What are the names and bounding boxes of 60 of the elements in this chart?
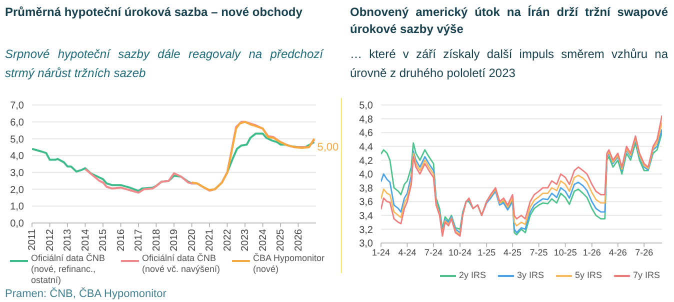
data-label: 5,00 — [317, 142, 339, 154]
x-tick-label: 4-26 — [608, 247, 627, 258]
x-tick-label: 2026 — [293, 228, 304, 252]
x-tick-label: 2016 — [116, 228, 127, 252]
legend-label: 3y IRS — [517, 269, 544, 282]
y-tick-label: 4,0 — [359, 170, 374, 181]
x-tick-label: 1-24 — [372, 247, 390, 258]
y-tick-label: 3,6 — [359, 197, 374, 208]
x-tick-label: 2021 — [204, 228, 216, 252]
x-tick-label: 2023 — [240, 228, 252, 252]
x-tick-label: 2020 — [186, 228, 198, 252]
x-tick-label: 2012 — [44, 228, 56, 252]
y-tick-label: 3,4 — [359, 210, 374, 222]
x-tick-label: 2014 — [80, 228, 92, 252]
y-tick-label: 4,6 — [359, 128, 374, 140]
y-tick-label: 7,0 — [10, 100, 24, 112]
chart-subtitle: Srpnové hypoteční sazby dále reagovaly na předchozí strmý nárůst tržních sazeb — [5, 46, 323, 82]
y-tick-label: 0,0 — [10, 218, 24, 230]
x-tick-label: 2024 — [258, 228, 269, 252]
y-tick-label: 6,0 — [10, 117, 24, 128]
x-tick-label: 4-24 — [398, 247, 416, 258]
x-tick-label: 4-25 — [504, 247, 522, 258]
legend-label: Oficiální data ČNB (nové, refinanc., ostatní) — [31, 253, 106, 286]
y-tick-label: 5,0 — [359, 100, 374, 112]
line-series — [190, 120, 316, 192]
y-tick-label: 5,0 — [10, 134, 24, 146]
y-tick-label: 4,2 — [359, 156, 374, 167]
legend-label: 2y IRS — [459, 269, 486, 282]
y-tick-label: 3,0 — [10, 168, 24, 179]
x-tick-label: 2011 — [27, 228, 38, 251]
y-tick-label: 1,0 — [10, 202, 24, 213]
legend-label: 7y IRS — [633, 269, 660, 282]
x-tick-label: 2013 — [62, 228, 74, 252]
legend-label: 5y IRS — [575, 269, 602, 282]
x-tick-label: 1-25 — [478, 247, 496, 258]
x-tick-label: 1-26 — [582, 247, 601, 258]
y-tick-label: 3,0 — [359, 238, 374, 250]
legend-label: Oficiální data ČNB (nové vč. navýšení) — [142, 253, 222, 275]
y-tick-label: 3,2 — [359, 224, 374, 236]
x-tick-label: 2025 — [276, 228, 287, 252]
x-tick-label: 2018 — [151, 228, 162, 252]
y-tick-label: 2,0 — [10, 184, 24, 196]
y-tick-label: 4,4 — [359, 142, 374, 153]
x-tick-label: 7-25 — [530, 247, 548, 258]
x-tick-label: 2019 — [169, 228, 180, 252]
x-tick-label: 2017 — [134, 228, 145, 252]
y-tick-label: 3,8 — [359, 183, 374, 194]
x-tick-label: 2015 — [98, 228, 110, 252]
x-tick-label: 2022 — [222, 228, 234, 252]
x-tick-label: 7-26 — [635, 247, 654, 258]
x-tick-label: 10-25 — [554, 247, 577, 258]
chart-subtitle: … které v září získaly další impuls směrem vzhůru na úrovně z druhého pololetí 2023 — [350, 46, 668, 82]
x-tick-label: 7-24 — [424, 247, 443, 258]
chart-title: Obnovený americký útok na Írán drží tržní swapové úrokové sazby výše — [350, 4, 668, 38]
y-tick-label: 4,8 — [359, 114, 374, 126]
chart-title: Průměrná hypoteční úroková sazba – nové obchody — [5, 4, 304, 21]
x-tick-label: 10-24 — [448, 247, 472, 258]
text: Pramen: ČNB, ČBA Hypomonitor — [5, 288, 166, 301]
legend-label: ČBA Hypomonitor (nové) — [253, 253, 326, 275]
y-tick-label: 4,0 — [10, 151, 24, 162]
